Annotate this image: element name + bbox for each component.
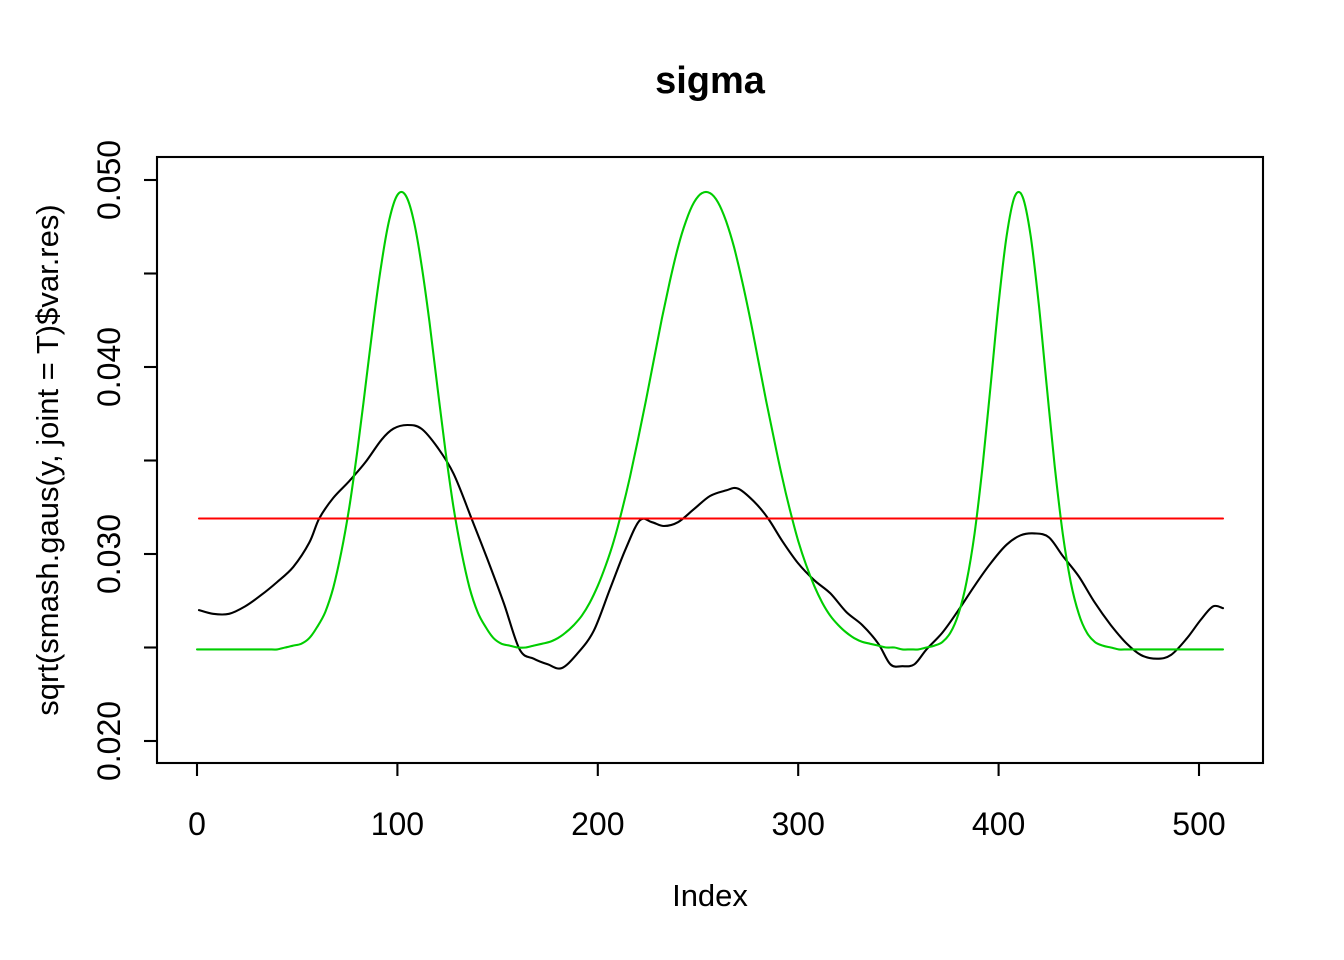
x-axis-label: Index [672,878,748,913]
chart-title: sigma [655,60,766,102]
series-black-line [197,423,1225,670]
series-layer [195,190,1225,670]
x-tick-label: 100 [371,806,424,842]
x-tick-label: 400 [972,806,1025,842]
series-green-line [195,190,1225,651]
x-tick-label: 500 [1172,806,1225,842]
x-tick-label: 300 [772,806,825,842]
y-axis-label: sqrt(smash.gaus(y, joint = T)$var.res) [30,204,65,715]
axes-layer: 0 100 200 300 400 500 0.020 0.030 0.040 0.050 [91,140,1265,842]
x-tick-label: 200 [571,806,624,842]
y-tick-label: 0.030 [91,514,127,594]
plot-box [155,155,1265,765]
x-tick-label: 0 [188,806,206,842]
y-tick-label: 0.040 [91,327,127,407]
y-tick-label: 0.050 [91,140,127,220]
y-tick-label: 0.020 [91,701,127,781]
